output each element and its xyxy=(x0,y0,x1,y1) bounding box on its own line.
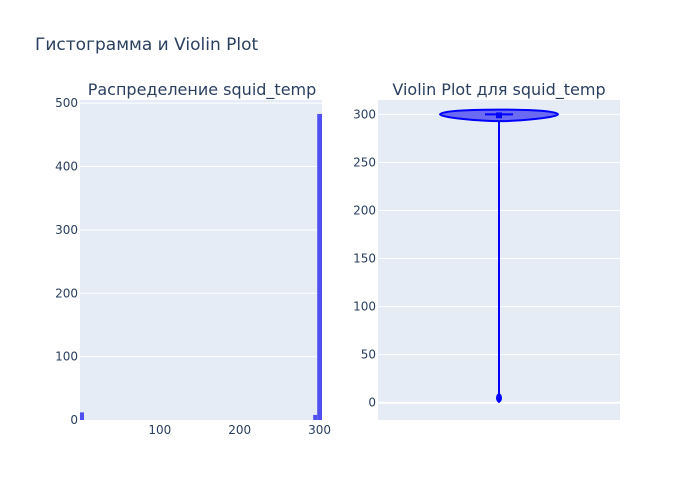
y-tick-label: 400 xyxy=(55,160,78,174)
histogram-plot-area xyxy=(80,100,322,420)
histogram-title: Распределение squid_temp xyxy=(88,80,317,100)
histogram-x-ticks: 100 200 300 xyxy=(148,423,331,437)
y-tick-label: 0 xyxy=(368,396,376,410)
violin-panel: 0 50 100 150 200 250 300 Violin Plot для squid… xyxy=(353,80,620,420)
violin-low-cluster xyxy=(496,393,502,403)
y-tick-label: 300 xyxy=(353,107,376,121)
x-tick-label: 200 xyxy=(228,423,251,437)
y-tick-label: 500 xyxy=(55,96,78,110)
histogram-gridlines xyxy=(80,102,322,358)
histogram-bars xyxy=(80,113,322,420)
histogram-panel: 0 100 200 300 400 500 100 200 300 Распределение… xyxy=(55,80,331,437)
figure-title: Гистограмма и Violin Plot xyxy=(35,35,259,55)
y-tick-label: 250 xyxy=(353,155,376,169)
violin-y-ticks: 0 50 100 150 200 250 300 xyxy=(353,107,376,409)
y-tick-label: 150 xyxy=(353,252,376,266)
y-tick-label: 100 xyxy=(55,350,78,364)
violin-shape xyxy=(438,108,560,403)
y-tick-label: 0 xyxy=(70,413,78,427)
y-tick-label: 50 xyxy=(361,348,376,362)
histogram-bar xyxy=(80,412,84,420)
histogram-bar xyxy=(313,414,318,420)
violin-title: Violin Plot для squid_temp xyxy=(392,80,605,100)
y-tick-label: 200 xyxy=(55,286,78,300)
y-tick-label: 300 xyxy=(55,223,78,237)
histogram-y-ticks: 0 100 200 300 400 500 xyxy=(55,96,78,427)
x-tick-label: 300 xyxy=(308,423,331,437)
histogram-bar xyxy=(317,113,322,420)
x-tick-label: 100 xyxy=(148,423,171,437)
y-tick-label: 200 xyxy=(353,204,376,218)
y-tick-label: 100 xyxy=(353,300,376,314)
